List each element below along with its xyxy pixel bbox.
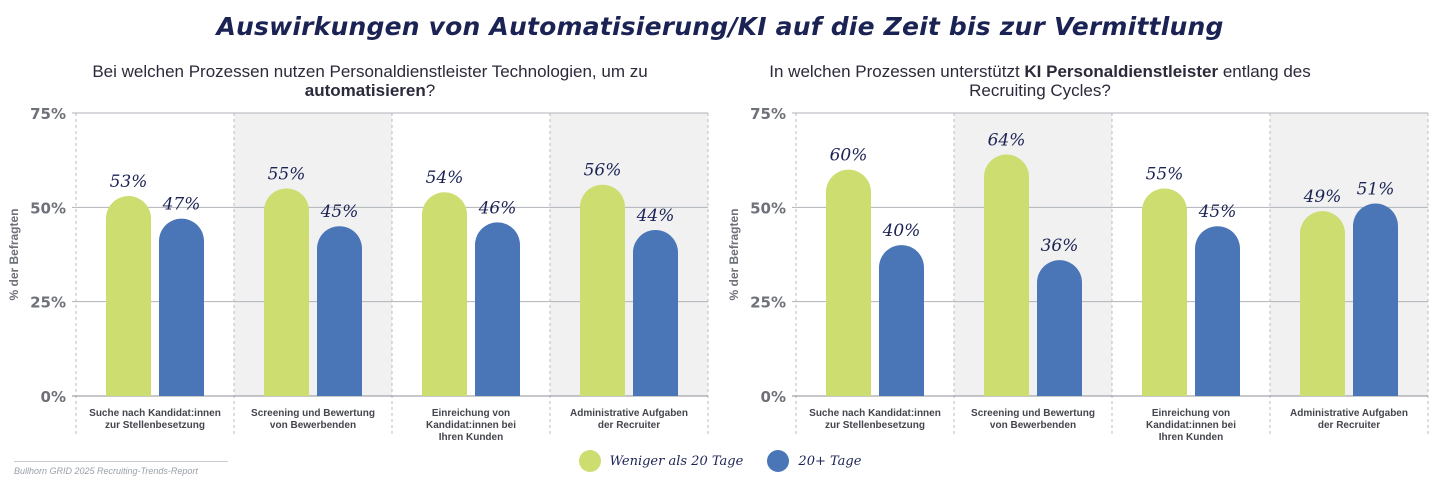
y-axis-label: % der Befragten <box>727 208 741 300</box>
data-label: 47% <box>162 195 201 215</box>
legend: Weniger als 20 Tage 20+ Tage <box>0 450 1440 476</box>
bar-under-20 <box>826 169 871 396</box>
bar-under-20 <box>264 188 309 396</box>
data-label: 45% <box>1198 202 1237 222</box>
category-band <box>234 113 392 396</box>
bar-20-plus <box>1353 203 1398 396</box>
data-label: 54% <box>426 168 464 188</box>
category-label: von Bewerbenden <box>990 420 1076 431</box>
category-label: der Recruiter <box>598 420 660 431</box>
bar-under-20 <box>106 196 151 396</box>
category-label: Screening und Bewertung <box>251 408 375 419</box>
y-axis-label: % der Befragten <box>7 208 21 300</box>
category-label: Kandidat:innen bei <box>426 420 516 431</box>
legend-label-20-plus: 20+ Tage <box>798 453 862 469</box>
category-label: zur Stellenbesetzung <box>105 420 205 431</box>
bar-20-plus <box>475 222 520 396</box>
bar-under-20 <box>1142 188 1187 396</box>
y-tick-label: 25% <box>750 294 786 312</box>
data-label: 44% <box>636 206 675 226</box>
y-tick-label: 0% <box>761 388 786 406</box>
y-tick-label: 0% <box>41 388 66 406</box>
category-band <box>1270 113 1428 396</box>
category-label: Administrative Aufgaben <box>570 408 688 419</box>
category-label: Screening und Bewertung <box>971 408 1095 419</box>
chart-title-ai: In welchen Prozessen unterstützt KI Pers… <box>769 62 1311 100</box>
bar-20-plus <box>879 245 924 396</box>
data-label: 36% <box>1041 236 1079 256</box>
category-band <box>954 113 1112 396</box>
bar-20-plus <box>317 226 362 396</box>
data-label: 49% <box>1303 187 1342 207</box>
data-label: 51% <box>1357 180 1395 200</box>
data-label: 55% <box>268 164 306 184</box>
bar-under-20 <box>422 192 467 396</box>
data-label: 40% <box>882 221 921 241</box>
legend-swatch-blue <box>767 450 790 472</box>
category-label: von Bewerbenden <box>270 420 356 431</box>
data-label: 46% <box>478 198 517 218</box>
category-label: Kandidat:innen bei <box>1146 420 1236 431</box>
main-title: Auswirkungen von Automatisierung/KI auf … <box>216 12 1224 41</box>
category-label: Einreichung von <box>432 408 510 419</box>
legend-item-under-20: Weniger als 20 Tage <box>578 450 744 472</box>
source-note: Bullhorn GRID 2025 Recruiting-Trends-Rep… <box>14 466 198 476</box>
y-tick-label: 75% <box>30 105 66 123</box>
legend-item-20-plus: 20+ Tage <box>767 450 861 472</box>
category-band <box>550 113 708 396</box>
data-label: 56% <box>584 161 622 181</box>
category-label: der Recruiter <box>1318 420 1380 431</box>
source-divider <box>14 461 228 462</box>
category-label: Ihren Kunden <box>1159 432 1223 443</box>
data-label: 53% <box>110 172 148 192</box>
bar-20-plus <box>633 229 678 396</box>
y-tick-label: 50% <box>750 199 786 217</box>
data-label: 45% <box>320 202 359 222</box>
bar-20-plus <box>159 218 204 396</box>
bar-under-20 <box>1300 211 1345 396</box>
y-tick-label: 25% <box>30 294 66 312</box>
legend-label-under-20: Weniger als 20 Tage <box>609 453 744 469</box>
data-label: 55% <box>1146 164 1184 184</box>
category-label: Einreichung von <box>1152 408 1230 419</box>
bar-under-20 <box>984 154 1029 396</box>
category-label: Suche nach Kandidat:innen <box>89 408 221 419</box>
data-label: 60% <box>830 146 868 166</box>
chart-ai: 0% 25% 50% 75% % der Befragten 60% 40% Suche na… <box>727 105 1429 443</box>
category-label: Administrative Aufgaben <box>1290 408 1408 419</box>
category-label: zur Stellenbesetzung <box>825 420 925 431</box>
legend-swatch-green <box>578 450 601 472</box>
bar-20-plus <box>1195 226 1240 396</box>
bar-20-plus <box>1037 260 1082 396</box>
category-label: Ihren Kunden <box>439 432 503 443</box>
y-tick-label: 75% <box>750 105 786 123</box>
data-label: 64% <box>988 131 1026 151</box>
y-tick-label: 50% <box>30 199 66 217</box>
chart-automation: 0% 25% 50% 75% % der Befragten 53% 47% Suche na… <box>7 105 709 443</box>
category-label: Suche nach Kandidat:innen <box>809 408 941 419</box>
bar-under-20 <box>580 184 625 396</box>
chart-title-automation: Bei welchen Prozessen nutzen Personaldie… <box>92 62 648 100</box>
